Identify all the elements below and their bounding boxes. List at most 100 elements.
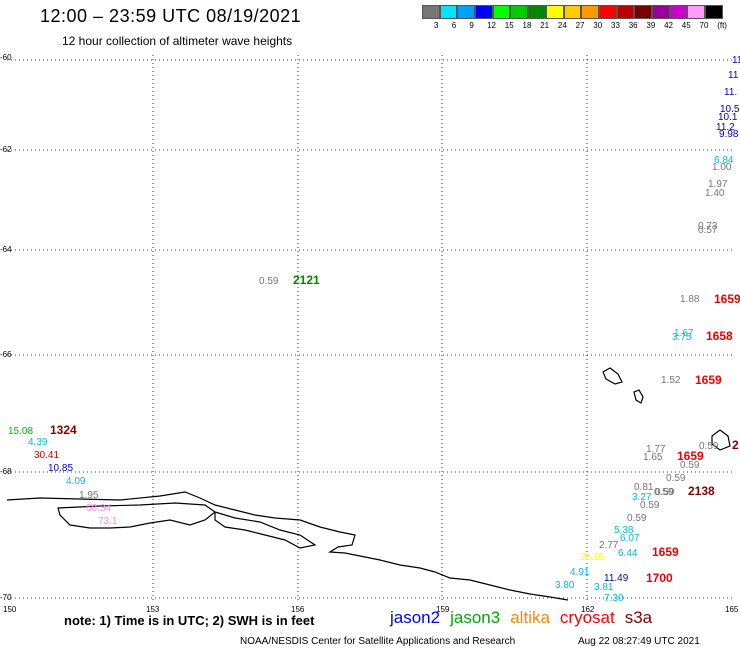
pass-time-label: 2121 — [293, 273, 320, 287]
wave-height-value: 6.44 — [618, 548, 638, 559]
pass-time-label: 1659 — [677, 449, 704, 463]
longitude-label: 150 — [3, 605, 17, 614]
satellite-legend-item: jason2 — [390, 608, 441, 627]
wave-height-value: 0.73 — [698, 221, 718, 232]
pass-time-label: 1700 — [646, 571, 673, 585]
island-3 — [711, 429, 731, 451]
longitude-label: 159 — [436, 605, 450, 614]
wave-height-value: 3.81 — [594, 582, 614, 593]
color-scale-swatch — [545, 5, 564, 19]
color-scale-bar — [422, 5, 723, 19]
wave-height-value: 4.91 — [570, 567, 590, 578]
wave-height-value: 10.5 — [720, 104, 740, 115]
wave-height-value: 1.95 — [79, 490, 99, 501]
pass-time-label: 1324 — [50, 423, 77, 437]
color-scale-swatch — [510, 5, 529, 19]
wave-height-value: 6.07 — [620, 533, 640, 544]
color-scale-label: 27 — [575, 21, 585, 30]
latitude-label: -66 — [0, 350, 12, 359]
latitude-label: -60 — [0, 53, 12, 62]
wave-height-value: 0.59 — [655, 487, 675, 498]
color-scale-label: 30 — [593, 21, 603, 30]
color-scale-label: 42 — [664, 21, 673, 30]
wave-height-value: 1.88 — [680, 294, 700, 305]
wave-height-value: 1.67 — [674, 328, 694, 339]
wave-height-value: 1.77 — [646, 444, 666, 455]
map-title: 12:00 – 23:59 UTC 08/19/2021 — [40, 6, 302, 26]
wave-height-value: 1.52 — [661, 375, 681, 386]
wave-height-value: 3.75 — [672, 332, 692, 343]
color-scale-label: 21 — [540, 21, 550, 30]
wave-height-value: 25.85 — [580, 552, 605, 563]
satellite-legend: jason2 jason3 altika cryosat s3a — [390, 608, 662, 628]
color-scale-swatch — [687, 5, 705, 19]
coastline — [6, 367, 731, 601]
wave-height-value: 1.97 — [708, 179, 728, 190]
wave-height-value: 7.30 — [604, 593, 624, 604]
pass-time-label: 2 — [732, 438, 739, 452]
ice-shelf-outline — [57, 502, 217, 529]
color-scale-label: 18 — [522, 21, 532, 30]
wave-height-value: 4.09 — [66, 476, 86, 487]
wave-height-value: 6.84 — [714, 155, 734, 166]
longitude-label: 156 — [291, 605, 305, 614]
wave-height-value: 15.08 — [8, 426, 33, 437]
wave-height-value: 0.81 — [634, 482, 654, 493]
island-1 — [602, 367, 623, 385]
wave-height-value: 1.00 — [712, 162, 732, 173]
wave-height-value: 0.59 — [640, 500, 660, 511]
color-scale-label: 33 — [611, 21, 620, 30]
wave-height-value: 68.34 — [86, 503, 111, 514]
wave-height-value: 0.59 — [666, 473, 686, 484]
wave-height-value: 0.59 — [699, 441, 719, 452]
color-scale-swatch — [598, 5, 617, 19]
color-scale-label: 45 — [681, 21, 691, 30]
longitude-label: 153 — [146, 605, 160, 614]
color-scale-label: (ft) — [717, 21, 727, 30]
wave-height-value: 2.77 — [599, 540, 619, 551]
footnote: note: 1) Time is in UTC; 2) SWH is in fe… — [64, 613, 315, 628]
color-scale-label: 3 — [434, 21, 439, 30]
island-2 — [633, 389, 644, 404]
color-scale-swatch — [669, 5, 688, 19]
color-scale-label: 6 — [451, 21, 457, 30]
color-scale-swatch — [616, 5, 635, 19]
latitude-label: -70 — [0, 593, 12, 602]
color-scale-swatch — [457, 5, 476, 19]
color-scale-label: 70 — [699, 21, 709, 30]
wave-height-value: 11.2 — [716, 122, 735, 133]
color-scale-swatch — [422, 5, 440, 19]
map-grid — [7, 55, 733, 602]
color-scale-label: 24 — [557, 21, 567, 30]
wave-height-value: 0.59 — [627, 513, 647, 524]
pass-time-label: 1659 — [695, 373, 722, 387]
wave-height-value: 11.49 — [604, 573, 629, 584]
color-scale-label: 12 — [487, 21, 496, 30]
longitude-label: 165 — [725, 605, 739, 614]
color-scale-swatch — [705, 5, 723, 19]
coast-inlet — [214, 511, 317, 549]
wave-height-value: 0.59 — [680, 460, 700, 471]
color-scale-label: 9 — [469, 21, 474, 30]
color-scale-swatch — [581, 5, 599, 19]
color-scale-labels: 3 6 9 12 15 18 21 24 27 30 33 36 39 42 45 70 (ft) — [422, 21, 740, 31]
wave-height-value: 9.98 — [719, 129, 739, 140]
color-scale-label: 15 — [504, 21, 514, 30]
wave-height-value: 10.1 — [718, 112, 738, 123]
satellite-legend-item: altika — [510, 608, 550, 627]
satellite-legend-item: jason3 — [450, 608, 501, 627]
wave-height-value: 1.65 — [643, 452, 663, 463]
latitude-label: -68 — [0, 467, 12, 476]
pass-time-labels: 2121 1659 1658 1659 1324 2 1659 2138 1659 1700 — [50, 273, 740, 585]
wave-height-value: 3.80 — [555, 580, 575, 591]
pass-time-label: 1659 — [714, 292, 740, 306]
wave-height-value: 5.38 — [614, 525, 634, 536]
credit-line: NOAA/NESDIS Center for Satellite Applica… — [240, 636, 516, 647]
color-scale-label: 39 — [646, 21, 656, 30]
satellite-legend-item: cryosat — [559, 608, 615, 627]
color-scale-swatch — [634, 5, 652, 19]
wave-height-value: 4.39 — [28, 437, 48, 448]
wave-height-value: 0.57 — [698, 225, 718, 236]
map-subtitle: 12 hour collection of altimeter wave hei… — [62, 34, 293, 48]
